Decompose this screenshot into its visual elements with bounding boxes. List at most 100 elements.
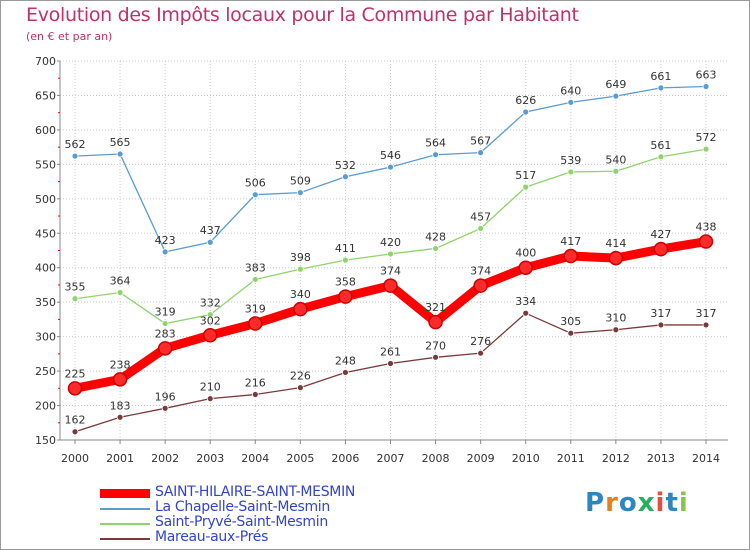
data-point bbox=[657, 321, 665, 329]
data-label: 414 bbox=[605, 237, 626, 250]
x-tick-label: 2006 bbox=[331, 452, 359, 465]
data-point bbox=[338, 289, 353, 304]
data-point bbox=[71, 152, 79, 160]
data-label: 663 bbox=[696, 68, 717, 81]
logo-letter: x bbox=[637, 488, 656, 518]
data-point bbox=[71, 428, 79, 436]
data-point bbox=[342, 173, 349, 181]
data-label: 411 bbox=[335, 242, 356, 255]
data-point bbox=[296, 265, 304, 273]
data-point bbox=[251, 276, 259, 283]
data-label: 572 bbox=[696, 131, 717, 144]
data-label: 340 bbox=[290, 288, 311, 301]
data-point bbox=[702, 321, 710, 329]
legend-label-la-chapelle: La Chapelle-Saint-Mesmin bbox=[155, 499, 330, 515]
y-tick-label: 500 bbox=[35, 193, 56, 206]
data-label: 374 bbox=[470, 265, 491, 278]
data-point bbox=[522, 309, 530, 317]
data-point bbox=[432, 353, 439, 361]
data-label: 438 bbox=[696, 221, 717, 234]
data-point bbox=[206, 395, 214, 403]
data-point bbox=[657, 84, 665, 92]
data-label: 427 bbox=[650, 228, 671, 241]
x-tick-label: 2009 bbox=[467, 452, 495, 465]
data-label: 661 bbox=[650, 70, 671, 83]
data-label: 420 bbox=[380, 236, 401, 249]
data-point bbox=[612, 167, 620, 175]
logo-letter: r bbox=[605, 488, 619, 518]
data-point bbox=[432, 245, 439, 252]
data-point bbox=[657, 153, 665, 161]
data-label: 332 bbox=[200, 297, 221, 310]
data-label: 216 bbox=[245, 377, 266, 390]
y-tick-label: 200 bbox=[35, 400, 56, 413]
data-point bbox=[522, 108, 530, 116]
y-tick-label: 250 bbox=[35, 365, 56, 378]
data-label: 210 bbox=[200, 381, 221, 394]
data-point bbox=[702, 83, 710, 90]
data-point bbox=[116, 150, 124, 158]
x-tick-label: 2008 bbox=[422, 452, 450, 465]
data-point bbox=[477, 349, 485, 357]
data-point bbox=[383, 278, 398, 293]
data-label: 506 bbox=[245, 177, 266, 190]
data-point bbox=[702, 145, 710, 153]
data-point bbox=[608, 250, 624, 266]
x-tick-label: 2003 bbox=[196, 452, 224, 465]
x-tick-label: 2004 bbox=[241, 452, 269, 465]
data-point bbox=[116, 413, 124, 421]
data-label: 640 bbox=[560, 84, 581, 97]
data-point bbox=[477, 149, 485, 157]
data-point bbox=[473, 278, 488, 293]
data-point bbox=[563, 248, 579, 264]
x-tick-label: 2012 bbox=[602, 452, 630, 465]
data-label: 417 bbox=[560, 235, 581, 248]
legend-label-saint-pryve: Saint-Pryvé-Saint-Mesmin bbox=[155, 514, 328, 530]
data-label: 364 bbox=[110, 275, 131, 288]
data-point bbox=[251, 191, 259, 199]
data-label: 261 bbox=[380, 346, 401, 359]
data-point bbox=[518, 260, 533, 275]
data-point bbox=[202, 328, 218, 343]
data-label: 183 bbox=[110, 399, 131, 412]
data-label: 428 bbox=[425, 230, 446, 243]
legend-swatch-mareau bbox=[100, 538, 150, 540]
data-point bbox=[387, 360, 394, 367]
data-label: 565 bbox=[110, 136, 131, 149]
data-label: 564 bbox=[425, 137, 446, 150]
data-label: 437 bbox=[200, 224, 221, 237]
data-label: 321 bbox=[425, 301, 446, 314]
data-label: 226 bbox=[290, 370, 311, 383]
logo-letter: t bbox=[665, 488, 679, 518]
data-label: 517 bbox=[515, 169, 536, 182]
y-tick-label: 450 bbox=[35, 227, 56, 240]
data-label: 302 bbox=[200, 314, 221, 327]
data-point bbox=[157, 341, 173, 356]
y-tick-label: 350 bbox=[35, 296, 56, 309]
data-point bbox=[612, 92, 620, 100]
legend-swatch-saint-pryve bbox=[100, 523, 150, 525]
data-point bbox=[432, 151, 439, 159]
x-tick-label: 2013 bbox=[647, 452, 675, 465]
data-label: 532 bbox=[335, 159, 356, 172]
data-point bbox=[522, 183, 530, 191]
data-label: 567 bbox=[470, 135, 491, 148]
logo-letter: i bbox=[655, 488, 666, 518]
data-label: 310 bbox=[605, 312, 626, 325]
data-point bbox=[567, 329, 575, 337]
data-label: 319 bbox=[155, 306, 176, 319]
data-label: 374 bbox=[380, 265, 401, 278]
data-point bbox=[161, 320, 169, 327]
data-point bbox=[342, 256, 349, 264]
data-label: 355 bbox=[65, 281, 86, 294]
data-label: 162 bbox=[65, 414, 86, 427]
x-tick-label: 2010 bbox=[512, 452, 540, 465]
data-point bbox=[342, 369, 349, 376]
data-point bbox=[161, 248, 169, 256]
legend-label-mareau: Mareau-aux-Prés bbox=[155, 529, 269, 545]
y-tick-label: 600 bbox=[35, 124, 56, 137]
data-point bbox=[248, 316, 263, 331]
data-label: 248 bbox=[335, 354, 356, 367]
data-label: 626 bbox=[515, 94, 536, 107]
data-label: 561 bbox=[650, 139, 671, 152]
